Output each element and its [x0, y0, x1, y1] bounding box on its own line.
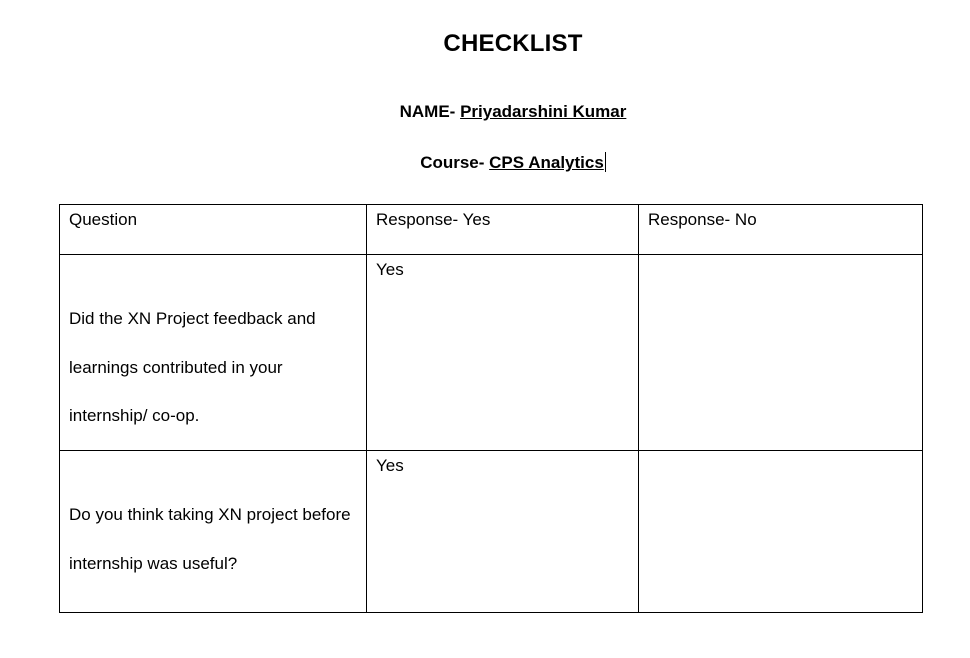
header-question[interactable]: Question	[59, 204, 367, 255]
checklist-table: Question Response- Yes Response- No Did …	[59, 204, 923, 613]
response-no-cell[interactable]	[638, 254, 923, 451]
text-cursor	[604, 152, 606, 172]
table-row: Did the XN Project feedback and learning…	[59, 254, 923, 451]
name-value[interactable]: Priyadarshini Kumar	[460, 102, 627, 121]
header-response-yes[interactable]: Response- Yes	[366, 204, 639, 255]
course-value[interactable]: CPS Analytics	[489, 153, 604, 172]
response-yes-cell[interactable]: Yes	[366, 450, 639, 613]
table-row: Do you think taking XN project before in…	[59, 450, 923, 613]
name-line: NAME- Priyadarshini Kumar	[0, 102, 970, 122]
response-yes-cell[interactable]: Yes	[366, 254, 639, 451]
course-line: Course- CPS Analytics	[0, 152, 970, 173]
course-label: Course-	[420, 153, 490, 172]
question-cell[interactable]: Did the XN Project feedback and learning…	[59, 254, 367, 451]
response-no-cell[interactable]	[638, 450, 923, 613]
page-title: CHECKLIST	[443, 30, 583, 57]
question-cell[interactable]: Do you think taking XN project before in…	[59, 450, 367, 613]
table-header-row: Question Response- Yes Response- No	[59, 204, 923, 255]
question-text: Did the XN Project feedback and learning…	[69, 309, 316, 425]
name-label: NAME-	[399, 102, 461, 121]
header-response-no[interactable]: Response- No	[638, 204, 923, 255]
question-text: Do you think taking XN project before in…	[69, 505, 351, 573]
